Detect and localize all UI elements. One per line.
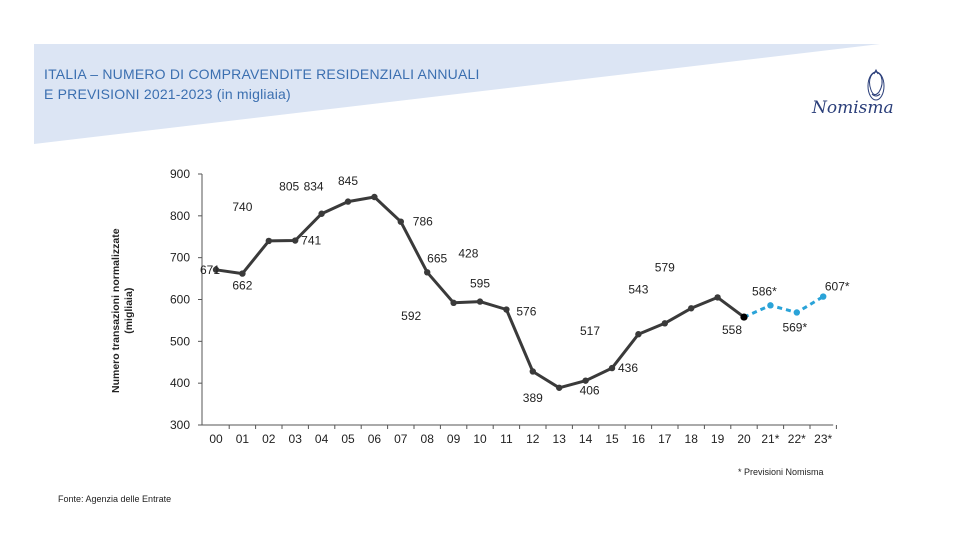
data-point bbox=[212, 266, 220, 273]
data-label: 517 bbox=[580, 324, 600, 338]
data-point bbox=[635, 331, 642, 338]
y-tick-label: 600 bbox=[170, 293, 190, 307]
data-point bbox=[714, 294, 721, 301]
data-point bbox=[318, 210, 325, 217]
x-tick-label: 13 bbox=[553, 432, 567, 446]
x-tick-label: 04 bbox=[315, 432, 329, 446]
data-point bbox=[608, 364, 616, 372]
data-point bbox=[397, 218, 404, 225]
y-tick-label: 400 bbox=[170, 376, 190, 390]
x-tick-label: 03 bbox=[289, 432, 303, 446]
data-point bbox=[450, 299, 457, 307]
y-tick-label: 800 bbox=[170, 209, 190, 223]
data-label: 558 bbox=[722, 323, 742, 337]
data-label: 569* bbox=[782, 320, 807, 334]
data-point bbox=[344, 198, 352, 205]
forecast-series-line bbox=[743, 295, 824, 319]
data-point bbox=[688, 305, 695, 312]
y-axis-label-line-2: (migliaia) bbox=[123, 287, 135, 334]
title-banner bbox=[34, 44, 880, 144]
data-label: 834 bbox=[304, 180, 324, 194]
data-point bbox=[265, 237, 272, 245]
x-tick-label: 10 bbox=[473, 432, 487, 446]
data-label: 576 bbox=[516, 305, 536, 319]
data-point bbox=[740, 313, 748, 321]
data-label: 406 bbox=[580, 384, 600, 398]
data-point bbox=[529, 368, 536, 375]
y-tick-label: 900 bbox=[170, 167, 190, 181]
forecast-footnote: * Previsioni Nomisma bbox=[738, 467, 824, 477]
data-label: 428 bbox=[458, 247, 478, 261]
x-tick-label: 02 bbox=[262, 432, 276, 446]
x-tick-label: 08 bbox=[421, 432, 435, 446]
x-tick-label: 11 bbox=[500, 432, 513, 446]
brand-name: Nomisma bbox=[812, 98, 894, 118]
x-tick-label: 15 bbox=[605, 432, 619, 446]
x-tick-label: 12 bbox=[526, 432, 540, 446]
x-tick-label: 09 bbox=[447, 432, 461, 446]
data-point bbox=[371, 193, 378, 201]
forecast-data-point bbox=[820, 293, 827, 300]
data-label: 389 bbox=[523, 391, 543, 405]
data-point bbox=[582, 377, 589, 384]
x-tick-label: 01 bbox=[236, 432, 250, 446]
x-tick-label: 21* bbox=[761, 432, 779, 446]
data-label: 662 bbox=[232, 279, 252, 293]
y-tick-label: 500 bbox=[170, 334, 190, 348]
data-point bbox=[292, 237, 299, 244]
data-point bbox=[476, 298, 484, 305]
data-point bbox=[556, 384, 563, 391]
data-label: 595 bbox=[470, 277, 490, 291]
x-tick-label: 16 bbox=[632, 432, 646, 446]
source-note: Fonte: Agenzia delle Entrate bbox=[58, 494, 172, 504]
x-tick-label: 05 bbox=[341, 432, 355, 446]
data-point bbox=[424, 269, 431, 276]
data-point bbox=[661, 320, 668, 327]
nomisma-logo-icon bbox=[867, 68, 885, 101]
x-tick-label: 20 bbox=[737, 432, 751, 446]
data-label: 671 bbox=[200, 263, 220, 277]
x-tick-label: 00 bbox=[209, 432, 223, 446]
y-axis-label-line-1: Numero transazioni normalizzate bbox=[110, 228, 122, 393]
data-label: 543 bbox=[628, 282, 648, 296]
chart-title-line-1: ITALIA – NUMERO DI COMPRAVENDITE RESIDEN… bbox=[44, 66, 480, 82]
x-tick-label: 19 bbox=[711, 432, 725, 446]
data-label: 592 bbox=[401, 309, 421, 323]
data-label: 665 bbox=[427, 251, 447, 265]
y-axis-label: Numero transazioni normalizzate (migliai… bbox=[110, 228, 136, 393]
data-point bbox=[239, 270, 246, 277]
chart-title-line-2: E PREVISIONI 2021-2023 (in migliaia) bbox=[44, 86, 291, 102]
data-label: 436 bbox=[618, 361, 638, 375]
data-label: 586* bbox=[752, 284, 777, 298]
data-label: 607* bbox=[825, 280, 850, 294]
x-tick-label: 23* bbox=[814, 432, 832, 446]
data-label: 740 bbox=[232, 200, 252, 214]
data-label: 579 bbox=[655, 260, 675, 274]
y-tick-label: 300 bbox=[170, 418, 190, 432]
historical-series-line bbox=[215, 195, 745, 390]
data-label: 805 bbox=[279, 180, 299, 194]
forecast-data-point bbox=[767, 302, 774, 309]
x-tick-label: 18 bbox=[685, 432, 699, 446]
x-tick-label: 07 bbox=[394, 432, 408, 446]
data-label: 741 bbox=[301, 234, 321, 248]
x-tick-label: 14 bbox=[579, 432, 593, 446]
x-tick-label: 22* bbox=[788, 432, 806, 446]
x-tick-label: 17 bbox=[658, 432, 672, 446]
data-point bbox=[503, 306, 510, 313]
data-label: 786 bbox=[413, 215, 433, 229]
data-label: 845 bbox=[338, 174, 358, 188]
y-tick-label: 700 bbox=[170, 251, 190, 265]
forecast-data-point bbox=[793, 309, 800, 316]
x-tick-label: 06 bbox=[368, 432, 382, 446]
